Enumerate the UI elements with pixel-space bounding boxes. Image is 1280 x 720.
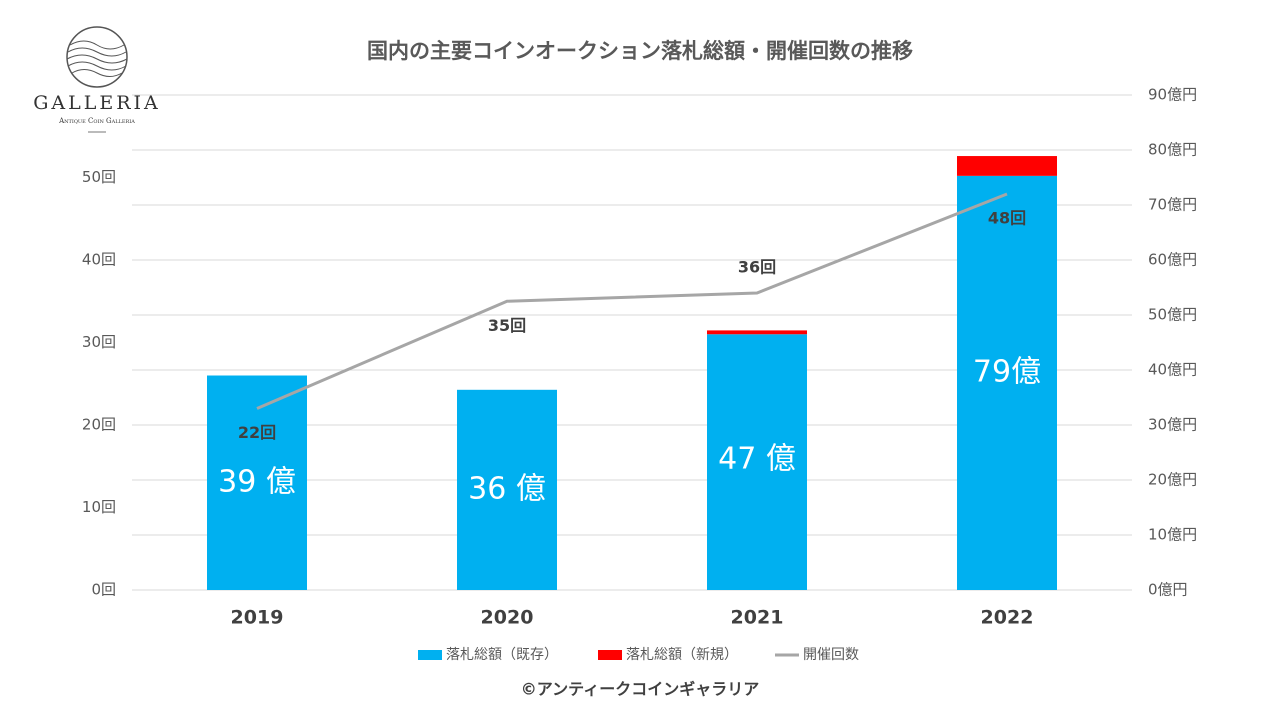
y-tick-label: 0回 (91, 581, 116, 599)
y-tick-label: 10回 (82, 498, 116, 516)
logo (66, 26, 128, 88)
y-tick-label: 50回 (82, 168, 116, 186)
logo-name: GALLERIA (33, 92, 161, 114)
line-value-label: 48回 (988, 209, 1026, 228)
x-tick-label: 2019 (231, 607, 284, 629)
y2-tick-label: 60億円 (1148, 251, 1197, 269)
x-tick-label: 2020 (481, 607, 534, 629)
bar (207, 375, 307, 590)
bar-total-label: 36 億 (468, 471, 546, 506)
line-value-label: 36回 (738, 258, 776, 277)
bar-total-label: 79億 (973, 355, 1041, 390)
y2-tick-label: 80億円 (1148, 141, 1197, 159)
bar (707, 330, 807, 335)
y2-tick-label: 30億円 (1148, 416, 1197, 434)
legend-swatch (598, 650, 622, 660)
bar-total-label: 47 億 (718, 442, 796, 477)
y-tick-label: 40回 (82, 251, 116, 269)
y2-tick-label: 0億円 (1148, 581, 1188, 599)
x-tick-label: 2022 (981, 607, 1034, 629)
bar (457, 389, 557, 590)
bar (957, 156, 1057, 176)
logo-tagline: Antique Coin Galleria (58, 117, 135, 125)
legend-label: 落札総額（新規） (626, 647, 738, 663)
y-tick-label: 20回 (82, 416, 116, 434)
bar (957, 175, 1057, 590)
x-tick-label: 2021 (731, 607, 784, 629)
y2-tick-label: 20億円 (1148, 471, 1197, 489)
line (256, 192, 1008, 410)
line-value-label: 22回 (238, 423, 276, 442)
legend-label: 開催回数 (803, 647, 859, 663)
y2-tick-label: 50億円 (1148, 306, 1197, 324)
source: ©アンティークコインギャラリア (521, 680, 759, 699)
bar (707, 334, 807, 590)
y2-tick-label: 90億円 (1148, 86, 1197, 104)
legend-label: 落札総額（既存） (446, 647, 558, 663)
line-value-label: 35回 (488, 316, 526, 335)
y2-tick-label: 10億円 (1148, 526, 1197, 544)
chart-title: 国内の主要コインオークション落札総額・開催回数の推移 (367, 39, 913, 63)
y2-tick-label: 40億円 (1148, 361, 1197, 379)
legend-swatch (418, 650, 442, 660)
bar-total-label: 39 億 (218, 464, 296, 499)
y-tick-label: 30回 (82, 333, 116, 351)
y2-tick-label: 70億円 (1148, 196, 1197, 214)
